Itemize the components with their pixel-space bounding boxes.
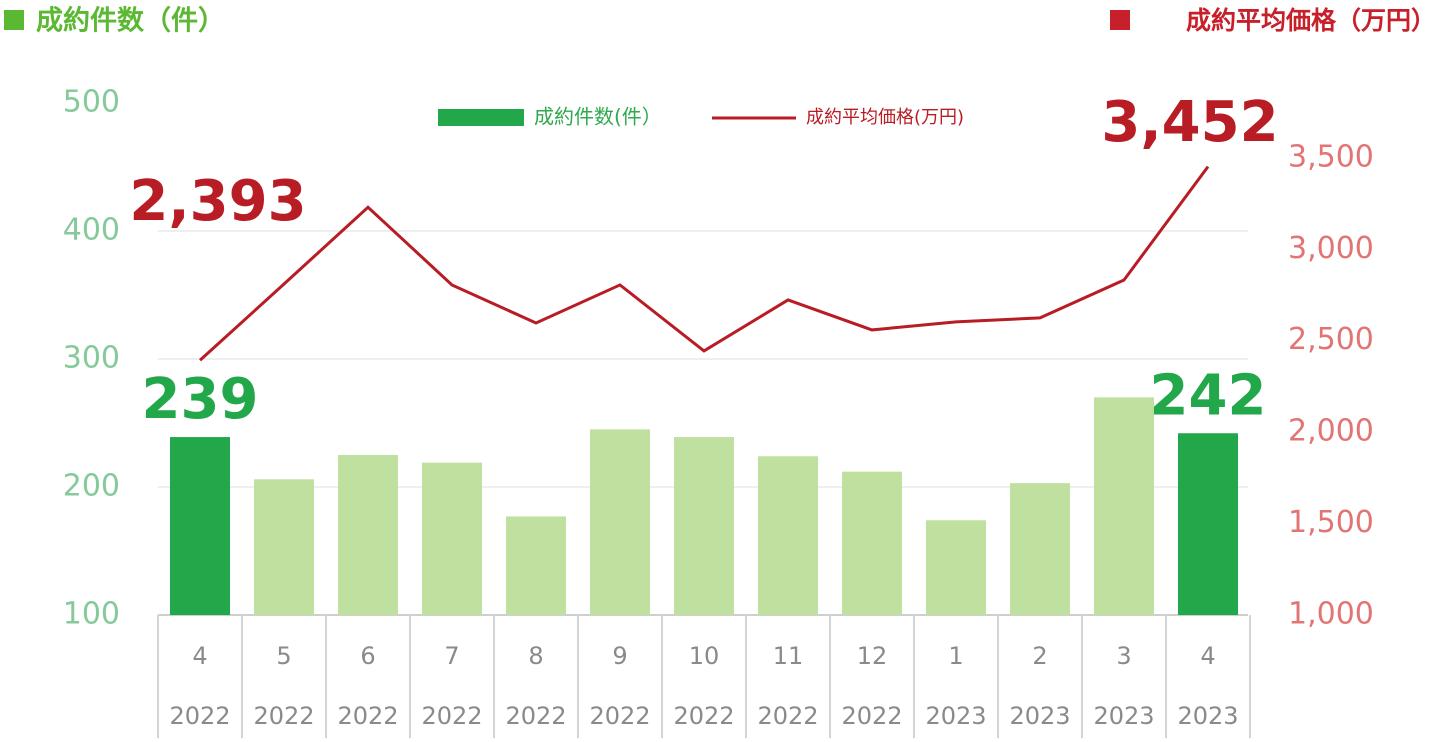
data-label: 3,452 <box>1101 90 1278 155</box>
x-group-label: 2022 <box>337 702 398 730</box>
x-tick-label: 3 <box>1116 642 1131 670</box>
x-group-label: 2023 <box>1177 702 1238 730</box>
y-label-marker <box>4 10 24 30</box>
bar <box>1178 433 1238 615</box>
bar <box>170 437 230 615</box>
y2-tick-label: 3,000 <box>1288 231 1374 266</box>
x-group-label: 2022 <box>757 702 818 730</box>
x-group-label: 2022 <box>589 702 650 730</box>
y2-tick-label: 2,500 <box>1288 322 1374 357</box>
y2-tick-label: 1,500 <box>1288 505 1374 540</box>
y2-tick-label: 3,500 <box>1288 139 1374 174</box>
bar <box>926 520 986 615</box>
bar <box>674 437 734 615</box>
y-tick-label: 300 <box>63 341 120 376</box>
x-tick-label: 1 <box>948 642 963 670</box>
bar <box>758 456 818 615</box>
x-tick-label: 7 <box>444 642 459 670</box>
y-tick-label: 200 <box>63 469 120 504</box>
line <box>198 165 1210 362</box>
x-tick-label: 6 <box>360 642 375 670</box>
bar <box>506 516 566 615</box>
bar <box>254 479 314 615</box>
y2-axis-title: 成約平均価格（万円） <box>1186 6 1436 35</box>
data-label: 2,393 <box>129 169 306 234</box>
x-group-label: 2022 <box>253 702 314 730</box>
y-tick-label: 400 <box>63 213 120 248</box>
x-tick-label: 11 <box>773 642 804 670</box>
bar <box>1010 483 1070 615</box>
legend-label: 成約平均価格(万円) <box>806 107 964 128</box>
y-axis-title: 成約件数（件） <box>36 5 225 37</box>
data-label: 242 <box>1150 363 1267 428</box>
x-group-label: 2023 <box>1009 702 1070 730</box>
y2-tick-label: 2,000 <box>1288 414 1374 449</box>
bar <box>1094 397 1154 615</box>
x-group-label: 2022 <box>169 702 230 730</box>
x-tick-label: 8 <box>528 642 543 670</box>
x-group-label: 2022 <box>505 702 566 730</box>
data-label: 239 <box>142 367 259 432</box>
y2-label-marker <box>1110 10 1130 30</box>
bar <box>338 455 398 615</box>
legend-swatch <box>438 109 524 126</box>
x-group-label: 2023 <box>1093 702 1154 730</box>
x-tick-label: 10 <box>689 642 720 670</box>
bar <box>842 471 902 615</box>
bar <box>422 462 482 615</box>
x-tick-label: 4 <box>1200 642 1215 670</box>
x-tick-label: 12 <box>857 642 888 670</box>
x-group-label: 2023 <box>925 702 986 730</box>
x-tick-label: 5 <box>276 642 291 670</box>
y-tick-label: 500 <box>63 85 120 120</box>
y2-tick-label: 1,000 <box>1288 597 1374 632</box>
bar <box>590 429 650 615</box>
legend-label: 成約件数(件） <box>534 105 662 129</box>
x-tick-label: 2 <box>1032 642 1047 670</box>
x-tick-label: 9 <box>612 642 627 670</box>
x-tick-label: 4 <box>192 642 207 670</box>
x-group-label: 2022 <box>673 702 734 730</box>
y-tick-label: 100 <box>63 597 120 632</box>
x-group-label: 2022 <box>421 702 482 730</box>
x-group-label: 2022 <box>841 702 902 730</box>
